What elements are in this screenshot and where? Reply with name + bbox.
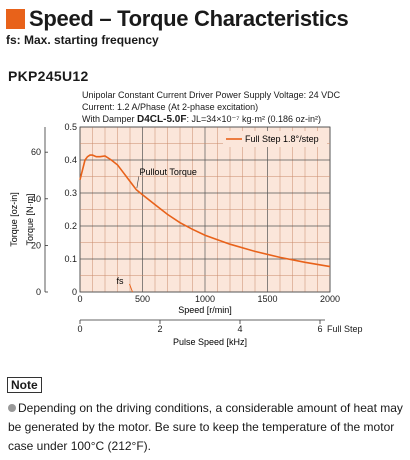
damper-prefix: With Damper [82,114,138,124]
fs-label: fs [117,276,125,286]
x2-tick-label: 4 [237,324,242,334]
axes [44,127,325,321]
tick-labels: 0 0.1 0.2 0.3 0.4 0.5 0 500 1000 1500 2000 0 20 40 60 0… [31,122,363,334]
y-axis-label-ozin: Torque [oz-in] [9,192,19,247]
x-tick-label: 1500 [257,294,277,304]
x-axis-label: Speed [r/min] [178,305,232,315]
x2-axis-label: Pulse Speed [kHz] [173,337,247,347]
x2-tick-label: 6 [317,324,322,334]
y-tick-label: 0.5 [64,122,77,132]
condition-driver: Unipolar Constant Current Driver Power S… [82,90,341,100]
condition-current: Current: 1.2 A/Phase (At 2-phase excitat… [82,102,259,112]
speed-torque-chart: Full Step 1.8°/step Pullout Torque fs 00… [9,122,363,347]
x-tick-label: 2000 [320,294,340,304]
y-tick-label: 0.4 [64,155,77,165]
x2-tick-label: 2 [157,324,162,334]
legend-box [223,131,327,147]
model-name: PKP245U12 [8,68,89,84]
bullet-icon [8,404,16,412]
y2-tick-label: 0 [36,287,41,297]
fs-leader-line [129,283,133,293]
grid-lines [79,126,331,293]
x2-tick-label: 0 [77,324,82,334]
note-body: Depending on the driving conditions, a c… [8,401,403,453]
series-line-full-step [79,154,331,268]
y-tick-label: 0 [72,287,77,297]
x-tick-label: 1000 [195,294,215,304]
pullout-torque-label: Pullout Torque [140,167,197,177]
y-tick-label: 0.3 [64,188,77,198]
x-tick-label: 0 [77,294,82,304]
x2-tick-extra-label: Full Step [327,324,363,334]
condition-damper: With Damper D4CL-5.0F: JL=34×10⁻⁷ kg·m² … [82,114,321,125]
damper-inertia: : JL=34×10⁻⁷ kg·m² (0.186 oz-in²) [186,114,322,124]
x-tick-label: 500 [135,294,150,304]
y2-tick-label: 20 [31,240,41,250]
annotation-leader [136,176,140,189]
legend: Full Step 1.8°/step [223,131,327,147]
note-text: Depending on the driving conditions, a c… [8,399,404,456]
y-tick-label: 0.2 [64,221,77,231]
y2-tick-label: 60 [31,147,41,157]
page-subtitle: fs: Max. starting frequency [6,33,159,47]
title-bar: Speed – Torque Characteristics [6,6,349,32]
title-marker [6,9,25,29]
y2-tick-label: 40 [31,194,41,204]
note-label: Note [7,377,42,393]
damper-model: D4CL-5.0F [137,114,187,125]
page-title: Speed – Torque Characteristics [29,6,349,31]
y-tick-label: 0.1 [64,254,77,264]
legend-label: Full Step 1.8°/step [245,134,319,144]
y-axis-label-nm: Torque [N·m] [25,193,35,245]
